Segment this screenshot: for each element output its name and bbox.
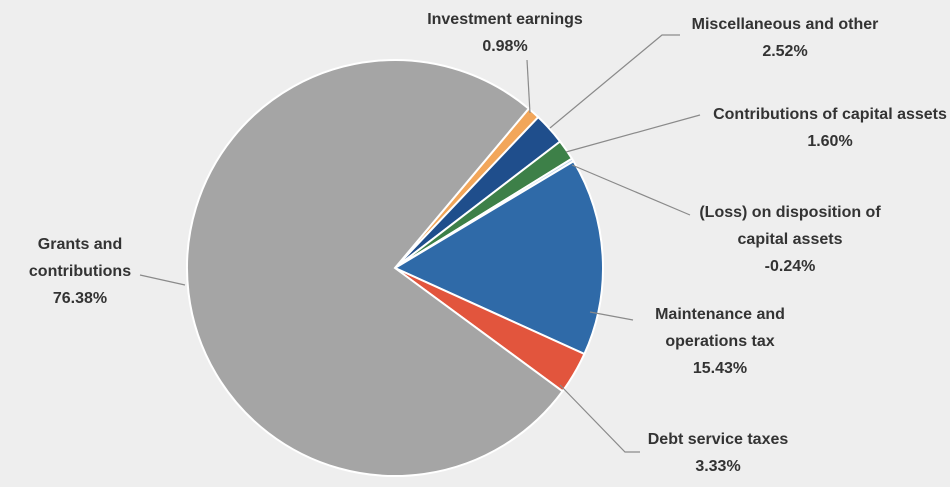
- slice-name: Grants and contributions: [28, 236, 132, 280]
- slice-name: Investment earnings: [427, 11, 583, 28]
- leader-line: [589, 311, 634, 321]
- pie-slice: [392, 159, 604, 356]
- leader-line: [526, 59, 531, 114]
- slice-value: 1.60%: [807, 133, 853, 150]
- slice-value: 0.98%: [482, 38, 528, 55]
- slice-value: 76.38%: [52, 290, 108, 307]
- leader-line: [571, 164, 691, 216]
- slice-label: Grants and contributions 76.38%: [10, 231, 150, 312]
- leader-line: [139, 274, 186, 286]
- slice-label: Investment earnings 0.98%: [395, 6, 615, 60]
- slice-name: Miscellaneous and other: [691, 16, 879, 33]
- slice-name: Debt service taxes: [647, 431, 789, 448]
- slice-label: (Loss) on disposition of capital assets -…: [675, 199, 905, 280]
- slice-label: Miscellaneous and other 2.52%: [655, 11, 915, 65]
- slice-value: 2.52%: [762, 43, 808, 60]
- leader-line: [549, 34, 680, 129]
- slice-value: 3.33%: [695, 458, 741, 475]
- slice-name: Contributions of capital assets: [713, 106, 947, 123]
- slice-label: Maintenance and operations tax 15.43%: [625, 301, 815, 382]
- slice-value: 15.43%: [692, 360, 748, 377]
- slice-label: Debt service taxes 3.33%: [618, 426, 818, 480]
- slice-name: Maintenance and operations tax: [655, 306, 785, 350]
- slice-value: -0.24%: [764, 258, 816, 275]
- slice-label: Contributions of capital assets 1.60%: [705, 101, 950, 155]
- pie-slice: [186, 59, 564, 477]
- leader-line: [559, 384, 640, 453]
- slice-name: (Loss) on disposition of capital assets: [699, 204, 881, 248]
- leader-line: [565, 114, 701, 153]
